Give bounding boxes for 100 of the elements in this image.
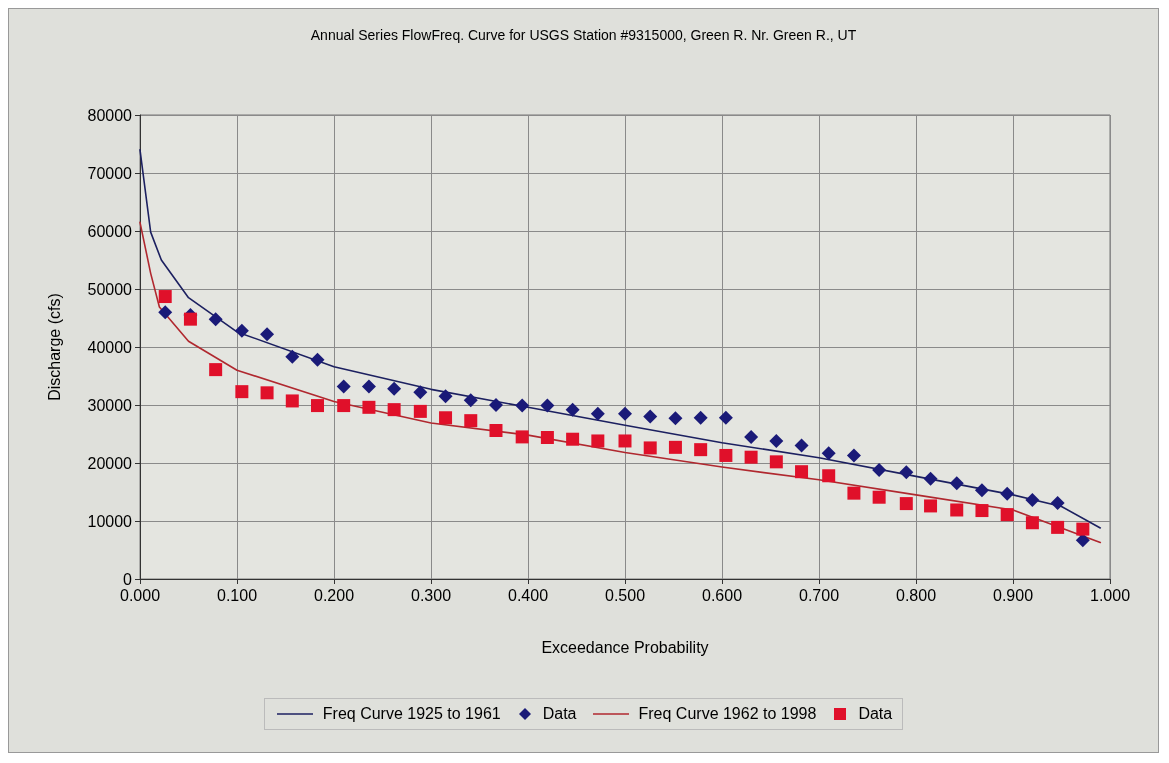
y-tick-label: 60000 xyxy=(87,222,133,240)
point xyxy=(769,433,784,448)
point xyxy=(1051,520,1065,534)
point xyxy=(822,469,836,483)
point xyxy=(899,497,913,511)
point xyxy=(260,386,274,400)
point xyxy=(1000,508,1014,522)
point xyxy=(744,429,759,444)
point xyxy=(694,443,708,457)
point xyxy=(208,312,223,327)
point xyxy=(311,399,325,413)
point xyxy=(310,352,325,367)
y-tick-label: 50000 xyxy=(87,280,133,298)
y-axis-title: Discharge (cfs) xyxy=(45,293,63,401)
point xyxy=(387,381,402,396)
point xyxy=(515,398,530,413)
point xyxy=(183,312,197,326)
point xyxy=(949,476,964,491)
point xyxy=(566,432,580,446)
point xyxy=(923,471,938,486)
point xyxy=(974,483,989,498)
point xyxy=(1025,493,1040,508)
point xyxy=(439,411,453,425)
x-tick-label: 0.300 xyxy=(410,586,452,604)
y-tick-label: 30000 xyxy=(87,396,133,414)
point xyxy=(794,438,809,453)
point xyxy=(1050,496,1065,511)
y-tick-label: 20000 xyxy=(87,454,133,472)
point xyxy=(618,434,632,448)
point xyxy=(336,379,351,394)
point xyxy=(718,410,733,425)
point xyxy=(488,398,503,412)
point xyxy=(1025,516,1039,530)
point xyxy=(719,448,733,462)
point xyxy=(413,385,428,400)
x-tick-label: 0.500 xyxy=(604,586,646,604)
line-series xyxy=(139,221,1102,544)
point xyxy=(1076,522,1090,536)
point xyxy=(846,448,861,463)
y-tick-label: 40000 xyxy=(87,338,133,356)
point xyxy=(260,327,275,342)
point xyxy=(821,446,836,461)
legend-label: Data xyxy=(858,705,893,723)
point xyxy=(847,486,861,500)
point xyxy=(438,389,453,404)
point xyxy=(668,411,683,426)
point xyxy=(209,363,223,377)
x-tick-label: 0.600 xyxy=(701,586,743,604)
point xyxy=(515,430,529,444)
point xyxy=(489,424,503,438)
point xyxy=(235,385,249,399)
point xyxy=(924,499,938,513)
point xyxy=(413,404,427,418)
point xyxy=(975,504,989,518)
legend-label: Data xyxy=(542,705,577,723)
point xyxy=(387,403,401,417)
legend-label: Freq Curve 1925 to 1961 xyxy=(322,705,501,723)
point xyxy=(872,490,886,504)
point xyxy=(337,399,351,413)
y-tick-label: 70000 xyxy=(87,164,133,182)
point xyxy=(693,410,708,425)
point xyxy=(361,379,376,394)
x-tick-label: 0.900 xyxy=(992,586,1034,604)
point xyxy=(769,455,783,469)
chart-title: Annual Series FlowFreq. Curve for USGS Station #9315000, Green R. Nr. Green R., UT xyxy=(310,27,857,43)
point xyxy=(643,409,658,424)
y-tick-label: 80000 xyxy=(87,106,133,124)
x-tick-label: 0.700 xyxy=(798,586,840,604)
point xyxy=(590,406,605,421)
legend-label: Freq Curve 1962 to 1998 xyxy=(638,705,817,723)
point xyxy=(899,465,914,480)
point xyxy=(795,465,809,479)
point xyxy=(158,290,172,304)
x-axis-title: Exceedance Probability xyxy=(541,638,709,656)
point xyxy=(234,323,249,338)
x-tick-label: 0.200 xyxy=(313,586,355,604)
point xyxy=(643,441,657,455)
point xyxy=(872,462,887,477)
y-tick-label: 0 xyxy=(123,570,133,588)
point xyxy=(1000,486,1015,501)
point xyxy=(591,434,605,448)
point xyxy=(618,406,632,421)
point xyxy=(744,450,758,464)
point xyxy=(463,393,478,408)
point xyxy=(464,414,478,428)
y-tick-label: 10000 xyxy=(87,512,133,530)
x-tick-label: 0.400 xyxy=(507,586,549,604)
point xyxy=(158,305,173,320)
line-series xyxy=(139,149,1102,529)
point xyxy=(565,402,580,417)
point xyxy=(285,394,299,408)
point xyxy=(950,503,964,517)
point xyxy=(285,349,300,364)
point xyxy=(1075,533,1090,548)
point xyxy=(540,398,555,413)
x-tick-label: 0.800 xyxy=(895,586,937,604)
x-tick-label: 1.000 xyxy=(1089,586,1131,604)
point xyxy=(362,400,376,414)
point xyxy=(668,440,682,454)
x-tick-label: 0.100 xyxy=(216,586,258,604)
